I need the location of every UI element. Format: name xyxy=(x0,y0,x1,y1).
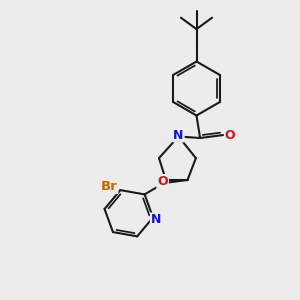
Text: O: O xyxy=(225,128,236,142)
Text: N: N xyxy=(151,213,161,226)
Text: Br: Br xyxy=(100,180,117,193)
Text: O: O xyxy=(157,175,168,188)
Text: N: N xyxy=(173,128,184,142)
